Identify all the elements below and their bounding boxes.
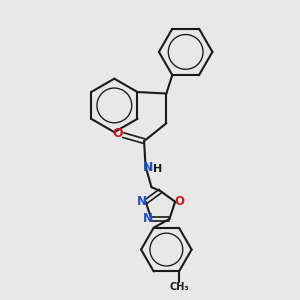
- Text: H: H: [153, 164, 163, 174]
- Text: O: O: [112, 127, 123, 140]
- Text: CH₃: CH₃: [169, 282, 189, 292]
- Text: N: N: [142, 161, 153, 174]
- Text: N: N: [137, 195, 147, 208]
- Text: O: O: [174, 195, 184, 208]
- Text: N: N: [142, 212, 152, 226]
